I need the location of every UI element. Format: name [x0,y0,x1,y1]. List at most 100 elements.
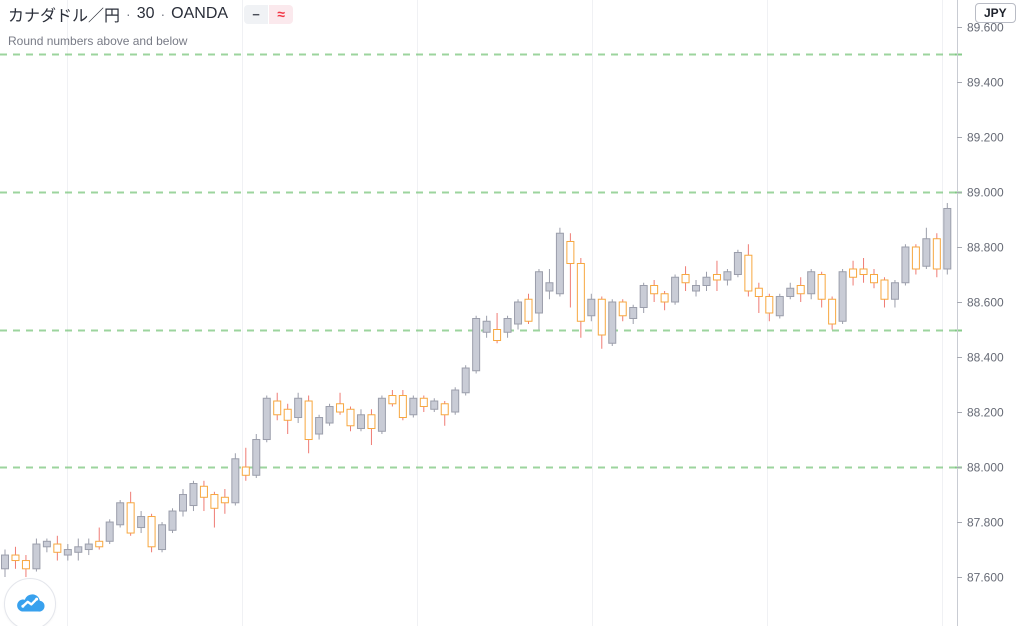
chart-line-glyph [21,597,38,608]
candle-up [639,284,648,308]
price-tick-label: 88.000 [967,461,1004,475]
candle-down [817,273,826,300]
candle-up [158,524,167,551]
candle-up [807,271,816,295]
legend-separator: · [160,6,166,22]
candle-down [650,284,659,295]
candle-down [440,403,449,416]
candle-up [472,318,481,372]
candle-up [775,295,784,317]
candle-down [336,403,345,413]
candle-down [199,485,208,498]
candle-down [932,238,941,270]
symbol-title[interactable]: カナダドル／円 [8,8,121,25]
candle-down [241,466,250,476]
price-tick-label: 88.400 [967,351,1004,365]
candle-down [367,414,376,430]
candle-up [482,320,491,333]
candle-up [252,439,261,476]
candle-up [534,271,543,314]
candle-up [608,301,617,344]
interval-label[interactable]: 30 [136,5,155,22]
legend-approx-button[interactable]: ≈ [269,4,294,24]
candle-down [388,395,397,405]
candle-up [733,251,742,275]
candle-down [398,395,407,419]
candle-down [566,240,575,264]
symbol-legend-row: カナダドル／円 · 30 · OANDA − ≈ [8,3,294,25]
candle-up [671,276,680,303]
candle-down [660,293,669,303]
candle-up [116,502,125,526]
candle-down [493,329,502,342]
candle-down [95,540,104,548]
candle-up [189,483,198,507]
price-tick-label: 89.200 [967,131,1004,145]
candle-up [409,397,418,416]
candle-up [692,284,701,292]
candle-down [828,298,837,325]
candle-down [524,298,533,322]
candle-down [911,246,920,270]
price-tick-label: 89.000 [967,186,1004,200]
candle-down [220,496,229,504]
candle-up [325,406,334,424]
candle-up [168,510,177,531]
candle-down [796,284,805,295]
price-axis[interactable] [957,0,1024,626]
candle-down [870,273,879,284]
candle-down [681,273,690,284]
indicator-name[interactable]: Round numbers above and below [8,34,188,48]
candle-up [178,494,187,512]
candle-up [503,318,512,333]
candle-up [42,540,51,548]
legend-hide-button[interactable]: − [244,4,269,24]
legend-separator: · [126,6,131,22]
candle-down [744,254,753,292]
tradingview-logo-icon [17,594,45,612]
candle-down [880,279,889,300]
candle-up [514,301,523,325]
candle-down [419,397,428,408]
exchange-label[interactable]: OANDA [171,5,229,22]
candle-up [137,516,146,529]
candle-down [126,502,135,534]
candle-up [922,238,931,267]
candle-up [315,417,324,435]
candle-down [618,301,627,317]
candle-up [1,554,9,570]
candle-down [859,268,868,275]
approx-icon: ≈ [277,6,285,22]
candle-down [849,268,858,278]
candle-up [430,400,439,410]
candle-down [597,298,606,336]
candle-up [786,287,795,297]
currency-button[interactable]: JPY [975,3,1016,23]
minus-icon: − [252,6,260,22]
tradingview-logo-button[interactable] [4,578,56,626]
candle-down [712,273,721,281]
candle-up [231,458,240,504]
price-tick-label: 88.600 [967,296,1004,310]
candle-down [304,400,313,441]
candle-up [555,232,564,295]
price-tick-label: 88.800 [967,241,1004,255]
candle-up [587,298,596,317]
candle-up [943,207,952,270]
candle-up [63,549,72,556]
indicator-legend-row: Round numbers above and below [8,32,293,50]
candle-up [32,543,41,570]
candle-up [702,276,711,286]
candle-down [53,543,62,553]
candle-up [629,306,638,320]
price-tick-label: 88.200 [967,406,1004,420]
candle-up [377,397,386,432]
line-endpoint-dot [21,604,25,608]
candle-down [273,400,282,416]
candle-up [294,397,303,419]
candle-up [890,282,899,300]
candle-up [838,271,847,322]
candle-up [105,521,114,542]
